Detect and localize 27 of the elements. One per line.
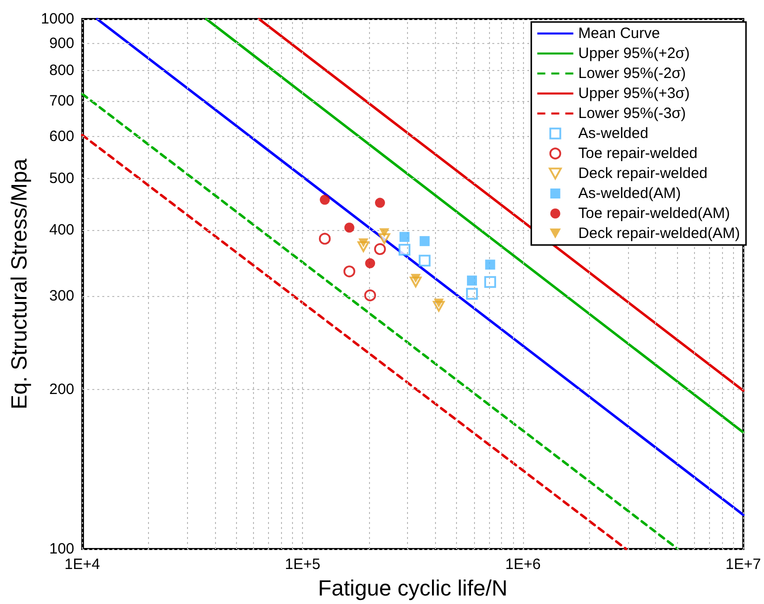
legend-label: Mean Curve (578, 25, 660, 42)
y-tick-label: 600 (49, 128, 74, 146)
legend-label: Upper 95%(+2σ) (578, 45, 690, 62)
y-tick-label: 700 (49, 92, 74, 110)
y-tick-label: 200 (49, 380, 74, 398)
legend-label: As-welded (578, 125, 648, 142)
y-tick-label: 900 (49, 34, 74, 52)
x-axis-title: Fatigue cyclic life/N (318, 576, 508, 600)
x-tick-label: 1E+6 (505, 556, 541, 573)
y-tick-label: 300 (49, 288, 74, 305)
legend-label: Toe repair-welded(AM) (578, 205, 730, 222)
y-tick-label: 1000 (40, 10, 74, 28)
legend-label: Lower 95%(-2σ) (578, 65, 686, 82)
y-tick-label: 800 (49, 62, 74, 79)
y-axis-title: Eq. Structural Stress/Mpa (6, 158, 32, 410)
legend-label: Deck repair-welded(AM) (578, 225, 740, 242)
legend-label: Toe repair-welded (578, 145, 698, 162)
legend-label: As-welded(AM) (578, 185, 681, 202)
y-tick-label: 400 (49, 221, 74, 238)
y-tick-label: 500 (49, 170, 74, 188)
legend-label: Upper 95%(+3σ) (578, 85, 690, 102)
x-tick-label: 1E+4 (64, 556, 100, 573)
x-tick-label: 1E+7 (726, 556, 761, 573)
legend-label: Lower 95%(-3σ) (578, 105, 686, 122)
x-tick-label: 1E+5 (284, 556, 320, 573)
legend-label: Deck repair-welded (578, 165, 708, 182)
y-tick-label: 100 (49, 540, 74, 558)
